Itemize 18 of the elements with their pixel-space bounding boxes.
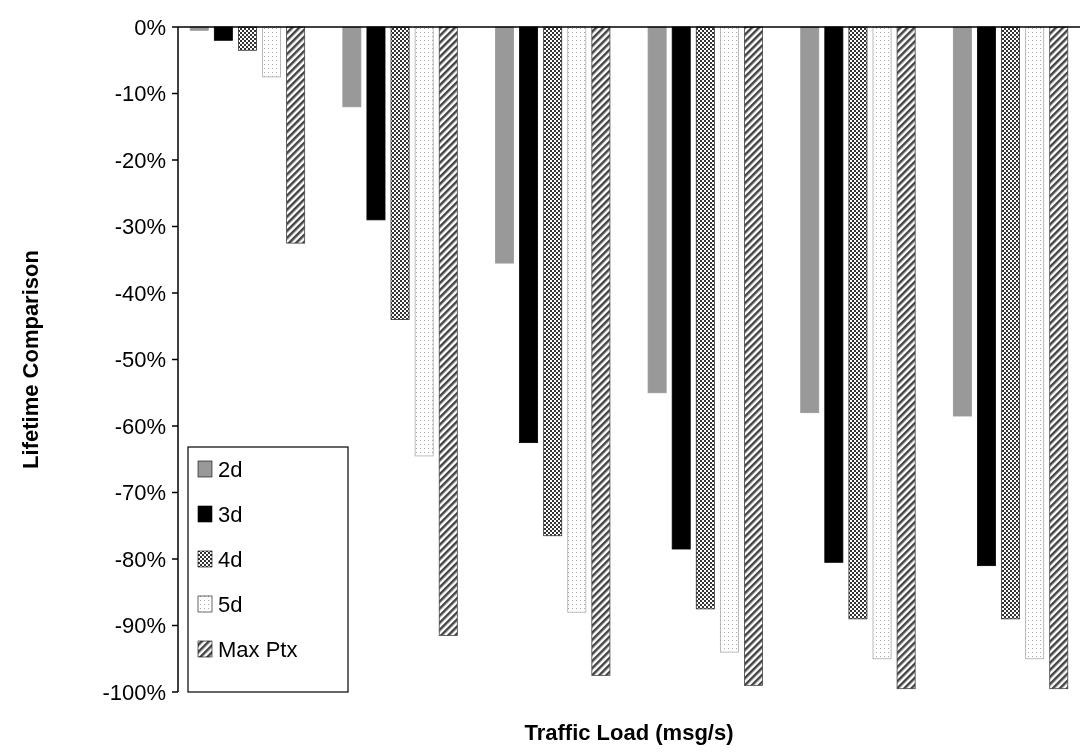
legend-label: 2d	[218, 456, 243, 482]
y-tick-label: 0%	[134, 14, 166, 40]
y-axis-title: Lifetime Comparison	[18, 250, 43, 469]
y-tick-label: -90%	[114, 613, 166, 639]
y-tick-label: -40%	[114, 280, 166, 306]
legend-label: 3d	[218, 501, 243, 527]
legend-label: Max Ptx	[218, 636, 298, 662]
y-tick-label: -80%	[114, 546, 166, 572]
legend-label: 5d	[218, 591, 243, 617]
y-tick-label: -10%	[114, 81, 166, 107]
y-tick-label: -30%	[114, 214, 166, 240]
y-tick-label: -20%	[114, 147, 166, 173]
x-axis-title: Traffic Load (msg/s)	[524, 720, 734, 745]
y-tick-label: -60%	[114, 413, 166, 439]
y-tick-label: -100%	[102, 679, 166, 705]
legend-label: 4d	[218, 546, 243, 572]
y-tick-label: -50%	[114, 347, 166, 373]
y-tick-label: -70%	[114, 480, 166, 506]
